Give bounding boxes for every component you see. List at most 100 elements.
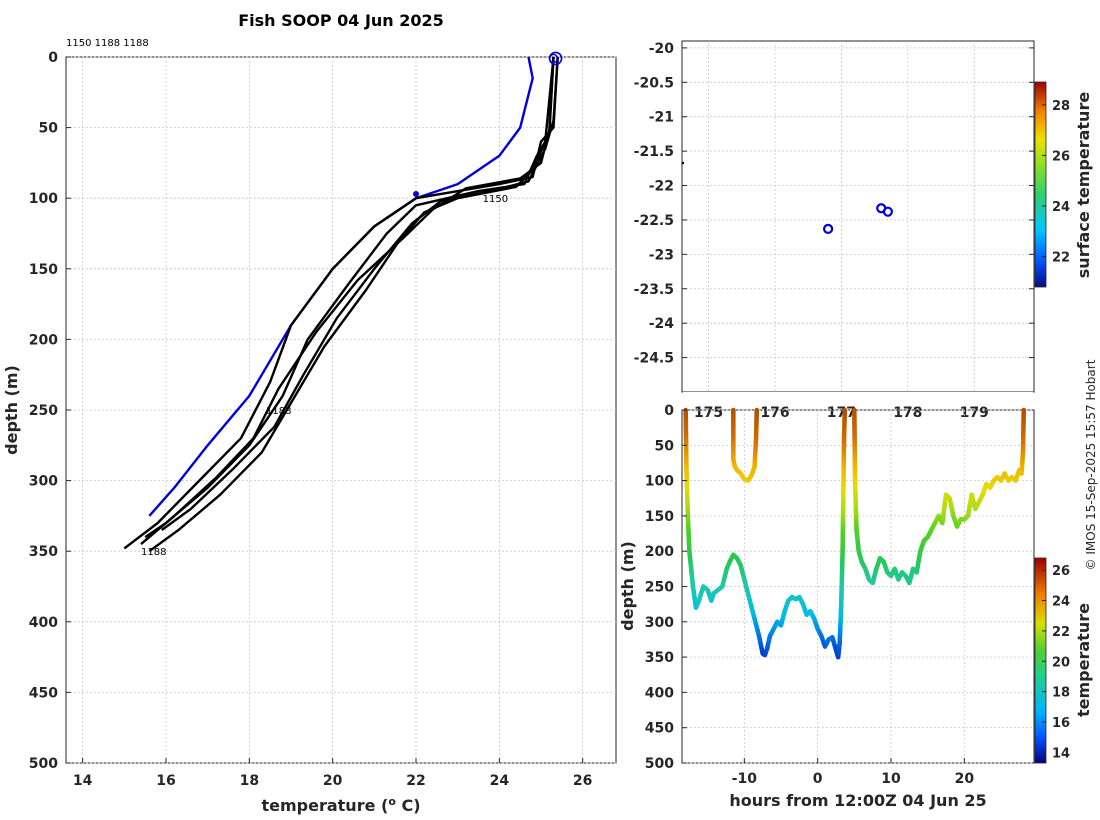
y-tick-label: 300 xyxy=(29,474,58,490)
x-tick-label: 24 xyxy=(490,773,510,789)
colorbar-tick-label: 22 xyxy=(1052,251,1070,266)
map-edge-marker xyxy=(681,161,685,165)
time-x-tick-label: 10 xyxy=(881,771,901,787)
map-plot-grid xyxy=(682,41,1034,392)
x-tick-label: 26 xyxy=(573,773,592,789)
black-profile-line xyxy=(123,56,559,550)
time-y-tick-label: 0 xyxy=(664,403,674,419)
left-plot-series xyxy=(123,51,563,553)
x-tick-label: 22 xyxy=(406,773,425,789)
colorbar-tick-label: 24 xyxy=(1052,200,1070,215)
colorbar-tick-label: 28 xyxy=(1052,99,1070,114)
y-tick-label: 200 xyxy=(29,332,58,348)
blue-profile-line xyxy=(148,56,534,517)
map-plot-frame xyxy=(681,40,1035,393)
time-y-tick-label: 400 xyxy=(645,685,674,701)
temperature-depth-plot: 1150 1188 1188 14 16 18 20 22 24 26 0 50 100 150 200 2… xyxy=(2,11,617,815)
map-y-tick-label: -22.5 xyxy=(634,213,674,229)
map-x-tick-label-partial: 178 xyxy=(893,405,922,421)
position-point xyxy=(882,206,893,217)
temperature-colorbar xyxy=(1034,557,1047,764)
colorbar-tick-label: 16 xyxy=(1052,716,1070,731)
top-profile-note: 1150 1188 1188 xyxy=(66,38,149,49)
time-y-tick-label: 500 xyxy=(645,756,674,772)
chart-title: Fish SOOP 04 Jun 2025 xyxy=(238,11,444,30)
y-tick-label: 250 xyxy=(29,403,58,419)
left-plot-grid xyxy=(66,56,616,764)
black-profile-line xyxy=(144,56,555,539)
x-label-superscript: o xyxy=(388,795,396,808)
map-y-tick-label: -23.5 xyxy=(634,282,674,298)
partial-xtick-mask xyxy=(683,392,1033,402)
profile-crossing-marker xyxy=(413,190,419,197)
left-plot-profile-labels: 1150 1188 1188 xyxy=(141,194,508,558)
left-y-axis-label: depth (m) xyxy=(2,365,21,455)
time-y-tick-label: 200 xyxy=(645,544,674,560)
map-x-tick-label-partial: 176 xyxy=(760,405,789,421)
y-tick-label: 100 xyxy=(29,191,58,207)
left-plot-ticks: 14 16 18 20 22 24 26 0 50 100 150 200 250 300 350 400 45… xyxy=(29,50,593,789)
map-x-tick-label-partial: 179 xyxy=(960,405,989,421)
map-x-tick-label-partial: 175 xyxy=(694,405,723,421)
map-y-tick-label: -23 xyxy=(649,247,674,263)
surface-temperature-colorbar xyxy=(1034,81,1047,288)
map-y-tick-label: -24.5 xyxy=(634,351,674,367)
time-y-tick-label: 350 xyxy=(645,650,674,666)
black-profile-line xyxy=(140,56,555,546)
y-tick-label: 50 xyxy=(39,121,59,137)
time-y-tick-label: 450 xyxy=(645,721,674,737)
y-tick-label: 150 xyxy=(29,262,58,278)
time-y-tick-label: 300 xyxy=(645,615,674,631)
map-y-tick-label: -22 xyxy=(649,179,674,195)
map-y-tick-label: -24 xyxy=(649,316,675,332)
y-tick-label: 400 xyxy=(29,615,58,631)
y-tick-label: 350 xyxy=(29,544,58,560)
surface-marker xyxy=(548,53,559,64)
x-tick-label: 20 xyxy=(323,773,343,789)
time-y-tick-label: 250 xyxy=(645,580,674,596)
temperature-colorbar-label: temperature xyxy=(1074,603,1093,717)
y-tick-label: 0 xyxy=(48,50,58,66)
time-depth-plot: 175 176 177 178 179 -10 0 10 200501001502002503… xyxy=(618,392,1093,810)
map-x-tick-label-partial: 177 xyxy=(827,405,856,421)
surface-temperature-colorbar-ticks: 22 24 26 28 xyxy=(1042,99,1070,266)
black-profile-line xyxy=(148,56,555,553)
time-y-axis-label: depth (m) xyxy=(618,541,637,631)
map-y-tick-label: -21 xyxy=(649,110,674,126)
position-map-plot: -20 -20.5 -21 -21.5 -22 -22.5 -23 -23.5 -24 -24.5 xyxy=(634,40,1093,393)
profile-id-label: 1150 xyxy=(483,194,508,205)
map-y-tick-label: -20 xyxy=(649,41,675,57)
x-tick-label: 18 xyxy=(240,773,259,789)
colorbar-tick-label: 14 xyxy=(1052,746,1070,761)
map-partial-xticks: 175 176 177 178 179 xyxy=(694,405,989,421)
time-x-tick-label: -10 xyxy=(732,771,758,787)
y-tick-label: 450 xyxy=(29,685,58,701)
colorbar-tick-label: 22 xyxy=(1052,625,1070,640)
colorbar-tick-label: 26 xyxy=(1052,564,1070,579)
time-x-axis-label: hours from 12:00Z 04 Jun 25 xyxy=(729,791,986,810)
time-x-tick-label: 0 xyxy=(813,771,823,787)
profile-id-label: 1188 xyxy=(266,406,291,417)
temperature-colorbar-ticks: 14 16 18 20 22 24 26 xyxy=(1042,564,1070,761)
y-tick-label: 500 xyxy=(29,756,58,772)
x-label-tail: C) xyxy=(396,796,421,815)
colorbar-tick-label: 24 xyxy=(1052,595,1070,610)
colorbar-tick-label: 26 xyxy=(1052,149,1070,164)
profile-id-label: 1188 xyxy=(141,547,166,558)
time-y-tick-label: 50 xyxy=(655,438,675,454)
time-plot-tracks xyxy=(683,407,1026,660)
map-y-tick-label: -20.5 xyxy=(634,75,674,91)
position-point xyxy=(823,223,834,234)
x-label-text: temperature ( xyxy=(261,796,388,815)
credit-text: © IMOS 15-Sep-2025 15:57 Hobart xyxy=(1084,359,1098,570)
time-x-tick-label: 20 xyxy=(955,771,975,787)
surface-temperature-label: surface temperature xyxy=(1074,92,1093,279)
left-x-axis-label: temperature (o C) xyxy=(261,795,420,815)
x-tick-label: 16 xyxy=(156,773,175,789)
map-y-tick-label: -21.5 xyxy=(634,144,674,160)
time-y-tick-label: 150 xyxy=(645,509,674,525)
colorbar-tick-label: 20 xyxy=(1052,655,1070,670)
time-y-tick-label: 100 xyxy=(645,474,674,490)
